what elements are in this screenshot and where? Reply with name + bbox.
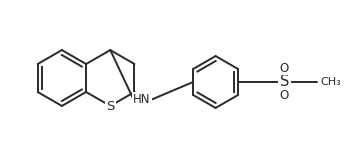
Text: S: S <box>280 75 289 89</box>
Text: O: O <box>280 62 289 75</box>
Text: HN: HN <box>133 93 151 106</box>
Text: O: O <box>280 89 289 102</box>
Text: S: S <box>106 100 115 113</box>
Text: CH₃: CH₃ <box>320 77 341 87</box>
